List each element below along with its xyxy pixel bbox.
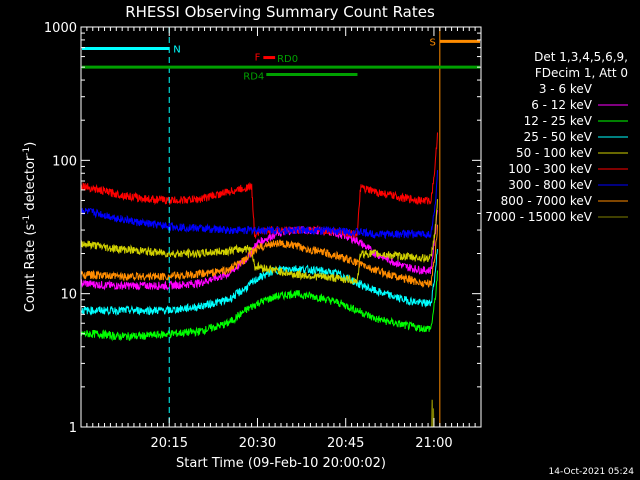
legend-label-3-6-kev: 3 - 6 keV: [539, 82, 593, 96]
legend-label-6-12-kev: 6 - 12 keV: [531, 98, 593, 112]
legend-label-7000-15000-kev: 7000 - 15000 keV: [485, 210, 592, 224]
y-tick-label-1: 1: [69, 421, 77, 436]
y-axis-label: Count Rate (s-1 detector-1): [22, 142, 38, 313]
series-line-50-100-kev-1: [80, 199, 438, 284]
y-tick-label-10: 10: [60, 288, 77, 303]
series-line-800-7000-kev-1: [80, 224, 438, 289]
axes: 1 10 100 1000 20:15 20:30 20:45 21:00: [44, 21, 482, 451]
x-axis-label: Start Time (09-Feb-10 20:00:02): [176, 456, 386, 471]
legend: Det 1,3,4,5,6,9, FDecim 1, Att 0 3 - 6 k…: [485, 50, 628, 224]
y-tick-label-1000: 1000: [44, 21, 77, 36]
x-tick-label-3: 20:45: [327, 436, 364, 451]
series-line-12-25-kev-1: [80, 270, 438, 342]
x-tick-label-2: 20:30: [239, 436, 276, 451]
flag-label-s: S: [429, 37, 435, 48]
y-tick-label-100: 100: [52, 154, 77, 169]
x-tick-label-1: 20:15: [151, 436, 188, 451]
legend-header-1: Det 1,3,4,5,6,9,: [534, 50, 628, 64]
y-label-part-1: Count Rate (s: [23, 224, 38, 313]
y-label-part-2: detector: [23, 155, 38, 215]
x-tick-label-4: 21:00: [415, 436, 452, 451]
chart-title: RHESSI Observing Summary Count Rates: [125, 3, 435, 21]
flag-label-f: F: [255, 53, 261, 64]
flag-label-rd4: RD4: [243, 72, 264, 83]
legend-label-800-7000-kev: 800 - 7000 keV: [501, 194, 593, 208]
plot-area: N S F RD0 RD4: [80, 27, 480, 428]
series-line-25-50-kev-1: [80, 249, 438, 317]
legend-label-300-800-kev: 300 - 800 keV: [508, 178, 592, 192]
legend-label-12-25-kev: 12 - 25 keV: [524, 114, 593, 128]
legend-label-100-300-kev: 100 - 300 keV: [508, 162, 592, 176]
legend-label-50-100-kev: 50 - 100 keV: [516, 146, 593, 160]
flag-label-n: N: [173, 44, 180, 55]
y-label-part-3: ): [23, 142, 38, 147]
series-line-300-800-kev-1: [80, 170, 438, 240]
legend-header-2: FDecim 1, Att 0: [535, 66, 628, 80]
footer-date: 14-Oct-2021 05:24: [549, 467, 635, 477]
y-label-exp-1: -1: [22, 215, 32, 224]
y-label-exp-2: -1: [22, 147, 32, 156]
flag-label-rd0: RD0: [277, 54, 298, 65]
legend-label-25-50-kev: 25 - 50 keV: [524, 130, 593, 144]
